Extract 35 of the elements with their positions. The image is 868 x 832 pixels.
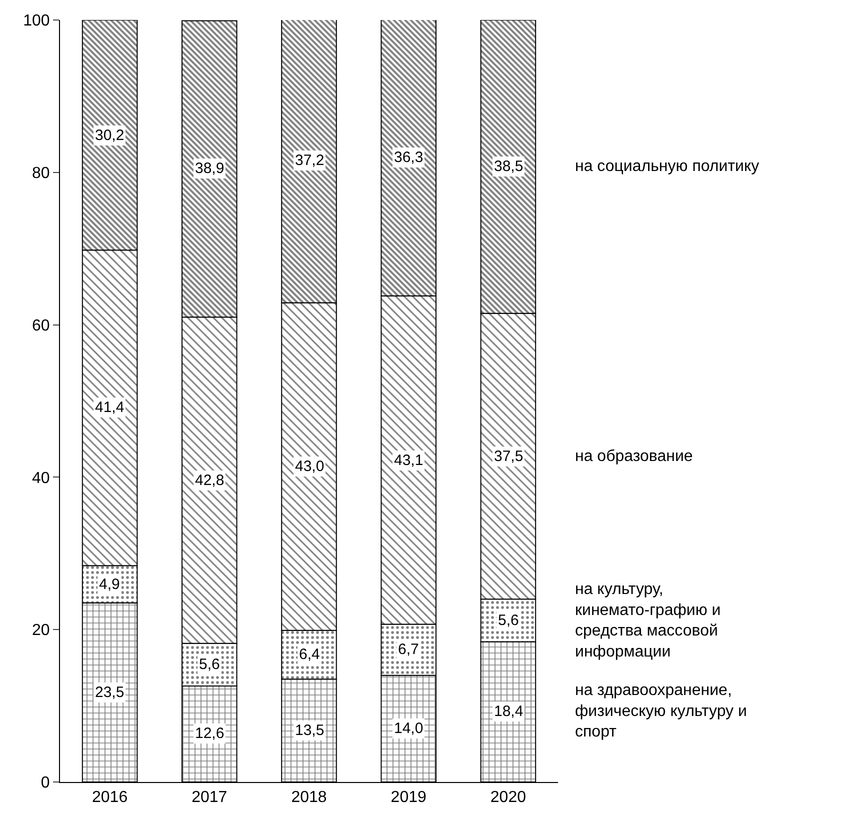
- text: на образование: [575, 448, 693, 465]
- data-label: 42,8: [195, 472, 224, 489]
- data-label: 36,3: [394, 149, 424, 166]
- x-tick-label: 2020: [490, 789, 526, 806]
- x-tick-label: 2016: [92, 789, 128, 806]
- data-label: 4,9: [99, 576, 120, 593]
- data-label: 6,4: [299, 646, 320, 663]
- x-tick-label: 2018: [291, 789, 327, 806]
- y-tick-label: 20: [32, 622, 50, 640]
- data-label: 5,6: [199, 656, 220, 673]
- y-tick-label: 0: [40, 774, 50, 792]
- text: на здравоохранение, физическую культуру и спорт: [575, 682, 747, 741]
- data-label: 43,0: [295, 458, 324, 475]
- data-label: 23,5: [95, 684, 124, 701]
- data-label: 30,2: [95, 127, 124, 144]
- data-label: 37,5: [494, 448, 524, 465]
- data-label: 12,6: [195, 725, 224, 742]
- data-label: 18,4: [494, 703, 524, 720]
- text: на культуру, кинемато-графию и средства массовой информации: [575, 581, 721, 660]
- data-label: 6,7: [398, 641, 419, 658]
- y-tick-label: 100: [23, 12, 50, 30]
- y-tick-label: 80: [32, 165, 50, 182]
- y-tick-label: 40: [32, 470, 50, 487]
- text: на социальную политику: [575, 158, 760, 175]
- data-label: 38,5: [494, 158, 524, 175]
- x-tick-label: 2017: [192, 789, 228, 806]
- data-label: 13,5: [295, 722, 324, 739]
- data-label: 37,2: [295, 152, 324, 169]
- data-label: 38,9: [195, 160, 224, 177]
- data-label: 41,4: [95, 399, 124, 416]
- y-tick-label: 60: [32, 317, 50, 334]
- x-tick-label: 2019: [390, 789, 426, 806]
- data-label: 43,1: [394, 452, 424, 469]
- data-label: 5,6: [498, 612, 519, 629]
- data-label: 14,0: [394, 720, 424, 737]
